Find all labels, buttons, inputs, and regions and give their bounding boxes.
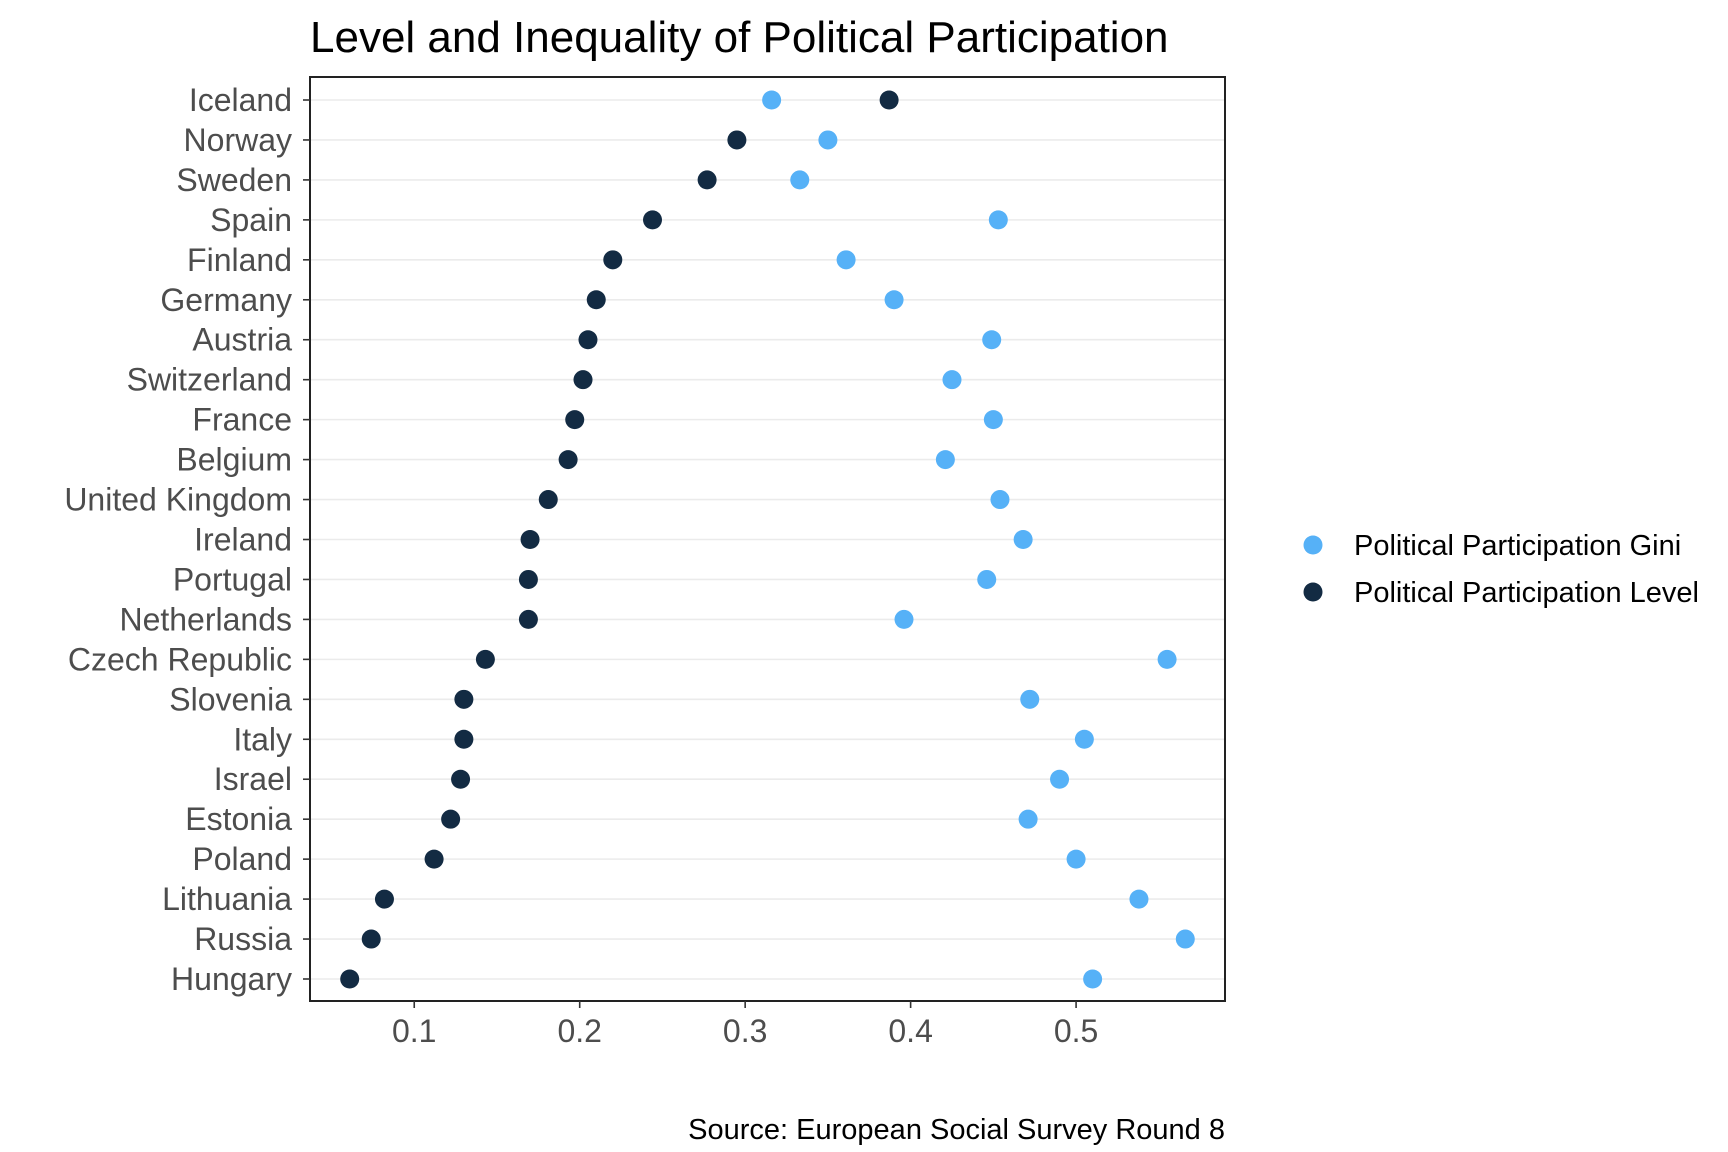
point-gini-czech-republic xyxy=(1157,649,1177,669)
x-tick-label: 0.1 xyxy=(392,1013,436,1049)
chart-caption: Source: European Social Survey Round 8 xyxy=(688,1114,1225,1146)
point-gini-slovenia xyxy=(1020,689,1040,709)
point-level-belgium xyxy=(558,450,578,470)
point-gini-hungary xyxy=(1083,969,1103,989)
y-tick-label: Switzerland xyxy=(127,362,292,398)
point-gini-lithuania xyxy=(1129,889,1149,909)
point-gini-iceland xyxy=(762,90,782,110)
y-tick-label: Russia xyxy=(194,921,292,957)
point-gini-austria xyxy=(982,330,1002,350)
data-points xyxy=(340,90,1195,989)
point-level-italy xyxy=(454,729,474,749)
point-level-lithuania xyxy=(374,889,394,909)
point-gini-netherlands xyxy=(894,609,914,629)
y-tick-label: Iceland xyxy=(189,82,292,118)
point-gini-israel xyxy=(1050,769,1070,789)
y-tick-label: Slovenia xyxy=(169,681,292,717)
point-level-poland xyxy=(424,849,444,869)
y-tick-label: Austria xyxy=(192,322,292,358)
y-tick-label: Ireland xyxy=(194,522,292,558)
point-level-switzerland xyxy=(573,370,593,390)
point-gini-poland xyxy=(1066,849,1086,869)
legend: Political Participation Gini Political Pa… xyxy=(1303,530,1699,609)
y-tick-label: Italy xyxy=(233,721,292,757)
point-level-czech-republic xyxy=(475,649,495,669)
point-gini-ireland xyxy=(1013,530,1033,549)
point-gini-norway xyxy=(818,130,838,150)
y-tick-label: Germany xyxy=(160,282,292,318)
point-level-finland xyxy=(603,250,623,270)
point-gini-russia xyxy=(1175,929,1195,949)
y-tick-label: Norway xyxy=(184,122,292,158)
y-tick-label: Finland xyxy=(187,242,292,278)
chart-title: Level and Inequality of Political Partic… xyxy=(310,13,1169,62)
x-tick-label: 0.5 xyxy=(1054,1013,1098,1049)
y-axis: Iceland Norway Sweden Spain Finland Germany Au… xyxy=(64,82,310,997)
x-tick-label: 0.2 xyxy=(557,1013,601,1049)
point-level-slovenia xyxy=(454,689,474,709)
y-tick-label: France xyxy=(192,402,292,438)
y-tick-label: Sweden xyxy=(176,162,292,198)
point-level-hungary xyxy=(340,969,360,989)
point-gini-finland xyxy=(836,250,856,270)
point-level-netherlands xyxy=(518,609,538,629)
point-gini-spain xyxy=(988,210,1008,230)
point-gini-france xyxy=(983,410,1003,430)
point-level-austria xyxy=(578,330,598,350)
y-tick-label: Portugal xyxy=(173,561,292,597)
y-tick-label: Czech Republic xyxy=(68,641,292,677)
point-level-sweden xyxy=(697,170,717,190)
point-level-ireland xyxy=(520,530,540,549)
x-axis: 0.1 0.2 0.3 0.4 0.5 xyxy=(392,1001,1098,1049)
point-level-united-kingdom xyxy=(538,490,558,510)
legend-label: Political Participation Level xyxy=(1354,577,1699,609)
legend-key xyxy=(1303,535,1323,555)
x-tick-label: 0.4 xyxy=(888,1013,932,1049)
point-level-russia xyxy=(361,929,381,949)
point-level-norway xyxy=(727,130,747,150)
legend-key xyxy=(1303,582,1323,602)
point-level-spain xyxy=(643,210,663,230)
point-gini-germany xyxy=(884,290,904,310)
grid-lines xyxy=(310,99,1225,980)
x-tick-label: 0.3 xyxy=(723,1013,767,1049)
point-level-estonia xyxy=(441,809,461,829)
point-gini-belgium xyxy=(935,450,955,470)
y-tick-label: Netherlands xyxy=(119,601,292,637)
point-level-france xyxy=(565,410,585,430)
y-tick-label: Lithuania xyxy=(162,881,292,917)
y-tick-label: Spain xyxy=(210,202,292,238)
y-tick-label: Hungary xyxy=(171,961,292,997)
point-gini-united-kingdom xyxy=(990,490,1010,510)
point-gini-italy xyxy=(1074,729,1094,749)
point-gini-portugal xyxy=(977,569,997,589)
point-level-iceland xyxy=(879,90,899,110)
point-gini-switzerland xyxy=(942,370,962,390)
y-tick-label: Estonia xyxy=(185,801,292,837)
point-level-germany xyxy=(586,290,606,310)
y-tick-label: Poland xyxy=(192,841,292,877)
point-gini-estonia xyxy=(1018,809,1038,829)
legend-label: Political Participation Gini xyxy=(1354,530,1681,562)
y-tick-label: United Kingdom xyxy=(64,482,292,518)
y-tick-label: Belgium xyxy=(176,442,292,478)
point-gini-sweden xyxy=(790,170,810,190)
point-level-portugal xyxy=(518,569,538,589)
y-tick-label: Israel xyxy=(214,761,292,797)
point-level-israel xyxy=(451,769,471,789)
